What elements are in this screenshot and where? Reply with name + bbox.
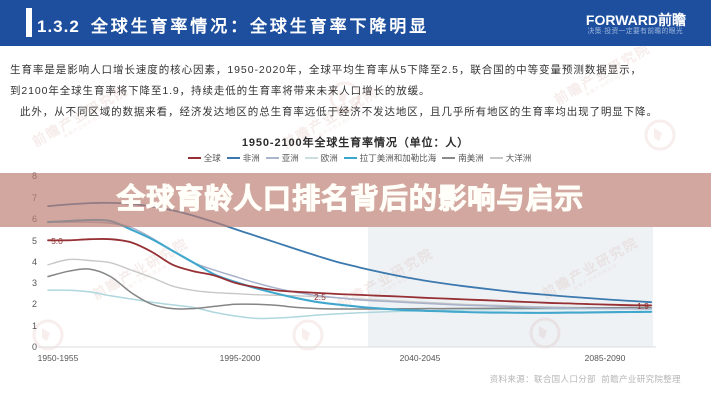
svg-text:2040-2045: 2040-2045 [400, 353, 441, 363]
svg-text:1950-1955: 1950-1955 [38, 353, 79, 363]
svg-text:0: 0 [32, 342, 37, 352]
svg-text:1.9: 1.9 [637, 301, 649, 311]
svg-text:3: 3 [32, 278, 37, 288]
svg-text:4: 4 [32, 257, 37, 267]
svg-text:1: 1 [32, 321, 37, 331]
svg-text:1995-2000: 1995-2000 [220, 353, 261, 363]
svg-text:2085-2090: 2085-2090 [585, 353, 626, 363]
svg-text:2: 2 [32, 299, 37, 309]
svg-text:5.0: 5.0 [51, 236, 63, 246]
svg-text:5: 5 [32, 236, 37, 246]
svg-text:2.5: 2.5 [314, 292, 326, 302]
